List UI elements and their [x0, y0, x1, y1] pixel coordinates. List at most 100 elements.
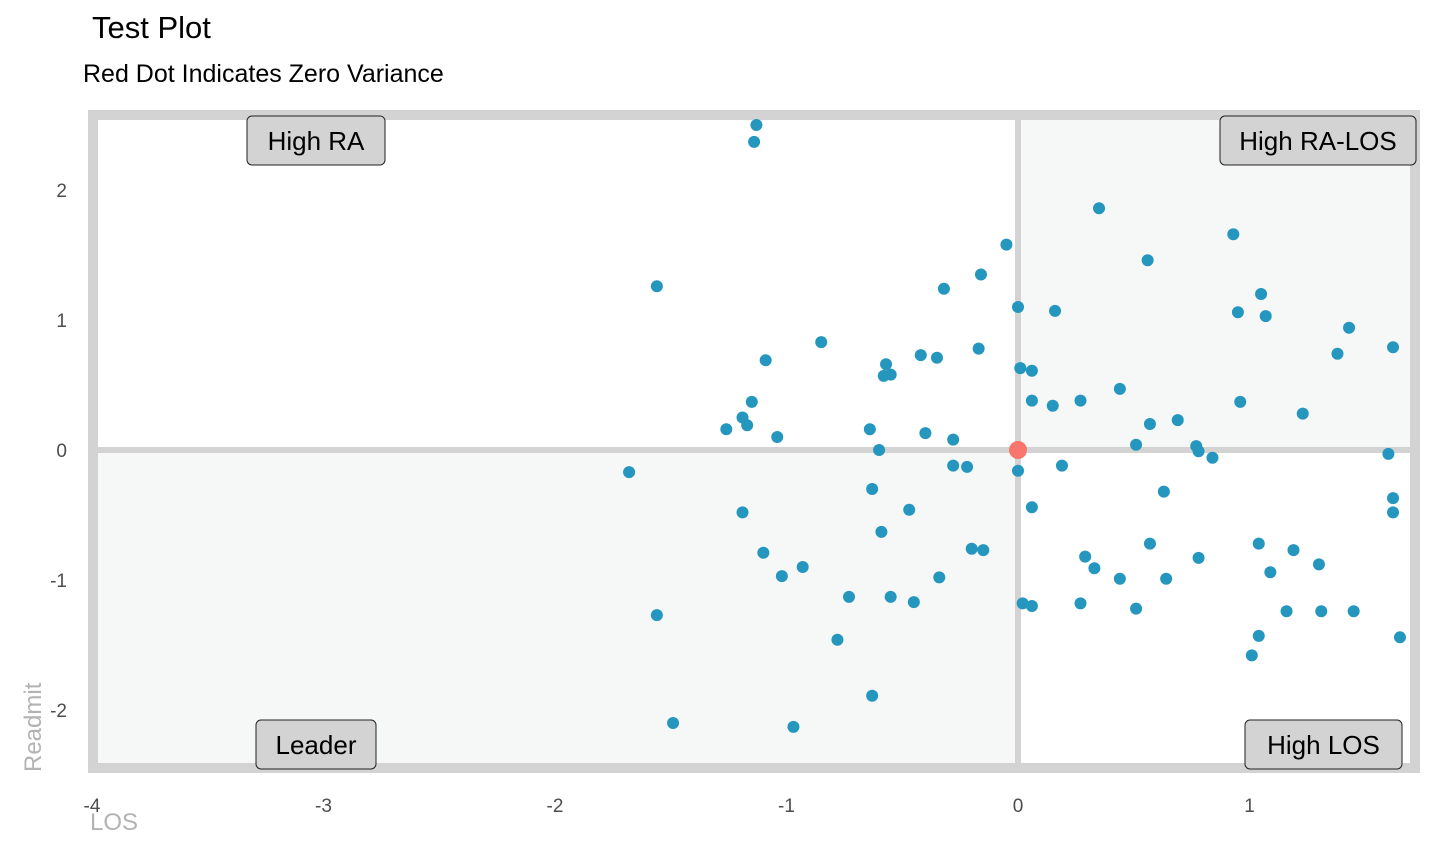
- data-point: [907, 596, 920, 609]
- quadrant-label-box: [246, 115, 386, 166]
- quadrant-bottom-left-shade: [88, 450, 1018, 773]
- data-point: [1000, 238, 1013, 251]
- zero-variance-point: [1009, 441, 1027, 459]
- data-point: [919, 427, 932, 440]
- data-point: [972, 342, 985, 355]
- data-point: [1287, 544, 1300, 557]
- data-point: [1012, 301, 1024, 313]
- x-tick-label: -2: [547, 796, 564, 817]
- quadrant-label-high-ra-los: High RA-LOS: [1219, 115, 1417, 166]
- data-point: [1192, 445, 1205, 458]
- quadrant-top-right-shade: [1018, 110, 1420, 450]
- data-point: [1157, 485, 1170, 498]
- data-point: [745, 395, 758, 408]
- data-point: [880, 358, 893, 371]
- x-tick-label: -3: [315, 796, 332, 817]
- data-point: [650, 609, 663, 622]
- y-tick-label: 1: [56, 311, 67, 332]
- data-point: [903, 503, 916, 516]
- data-point: [1280, 605, 1293, 618]
- quadrant-label-box: [1219, 115, 1417, 166]
- quadrant-label-leader: Leader: [255, 719, 377, 770]
- data-point: [775, 570, 788, 583]
- data-point: [1231, 306, 1244, 319]
- data-point: [961, 460, 974, 473]
- data-point: [1347, 605, 1360, 618]
- data-points: [623, 119, 1406, 733]
- data-point: [759, 354, 772, 367]
- data-point: [875, 525, 888, 538]
- data-point: [667, 717, 680, 729]
- x-tick-label: -4: [84, 796, 101, 817]
- data-point: [1387, 506, 1400, 519]
- data-point: [1049, 304, 1062, 317]
- data-point: [1088, 562, 1101, 575]
- quadrant-label-box: [1244, 719, 1403, 770]
- data-point: [1343, 321, 1356, 334]
- data-point: [965, 542, 978, 555]
- quadrant-label-high-ra: High RA: [246, 115, 386, 166]
- quadrant-labels: High RA High RA-LOS Leader High LOS: [246, 115, 1417, 770]
- data-point: [873, 444, 886, 456]
- quadrant-label-text: High RA: [268, 126, 365, 156]
- plot-panel: [88, 110, 1420, 773]
- x-tick-label: 0: [1013, 796, 1024, 817]
- quadrant-label-high-los: High LOS: [1244, 719, 1403, 770]
- data-point: [1014, 362, 1027, 375]
- data-point: [1252, 537, 1265, 550]
- data-point: [1387, 341, 1400, 354]
- data-point: [1312, 558, 1325, 571]
- data-point: [1227, 228, 1240, 241]
- quadrant-label-text: High LOS: [1267, 730, 1380, 760]
- data-point: [1130, 602, 1143, 615]
- data-point: [1025, 394, 1038, 407]
- data-point: [1296, 407, 1309, 420]
- data-point: [1192, 551, 1205, 564]
- data-point: [623, 466, 636, 479]
- data-point: [1025, 364, 1038, 377]
- data-point: [1093, 202, 1106, 215]
- chart-title: Test Plot: [92, 10, 211, 45]
- data-point: [796, 561, 809, 573]
- y-tick-label: 0: [56, 441, 67, 462]
- data-point: [1171, 414, 1184, 427]
- data-point: [1234, 395, 1247, 408]
- axes: -4 -3 -2 -1 0 1 2 1 0 -1 -2 LOS Readmit: [20, 181, 1255, 836]
- data-point: [1252, 629, 1265, 642]
- data-point: [1393, 631, 1406, 644]
- data-point: [757, 546, 770, 559]
- data-point: [1387, 492, 1400, 505]
- data-point: [1130, 438, 1143, 451]
- quadrant-label-text: Leader: [276, 730, 357, 760]
- data-point: [947, 459, 960, 472]
- data-point: [1264, 566, 1277, 579]
- data-point: [884, 368, 897, 381]
- data-point: [1113, 572, 1126, 585]
- x-tick-label: -1: [778, 796, 795, 817]
- data-point: [1255, 288, 1268, 300]
- data-point: [1046, 399, 1059, 412]
- y-tick-label: -2: [50, 701, 67, 722]
- data-point: [1160, 572, 1173, 585]
- data-point: [933, 571, 946, 584]
- data-point: [1382, 447, 1395, 460]
- data-point: [1206, 451, 1219, 464]
- data-point: [1143, 537, 1156, 550]
- data-point: [650, 280, 663, 293]
- chart-subtitle: Red Dot Indicates Zero Variance: [83, 60, 444, 88]
- data-point: [974, 268, 987, 281]
- data-point: [1025, 600, 1038, 612]
- data-point: [863, 423, 876, 436]
- data-point: [914, 349, 927, 362]
- data-point: [930, 351, 943, 364]
- data-point: [1074, 597, 1087, 610]
- data-point: [866, 483, 879, 495]
- quadrant-label-box: [255, 719, 377, 770]
- data-point: [977, 544, 990, 557]
- panel-border: [88, 110, 1420, 773]
- data-point: [1012, 464, 1024, 477]
- data-point: [741, 419, 754, 432]
- data-point: [1331, 347, 1344, 360]
- y-tick-label: 2: [56, 181, 67, 202]
